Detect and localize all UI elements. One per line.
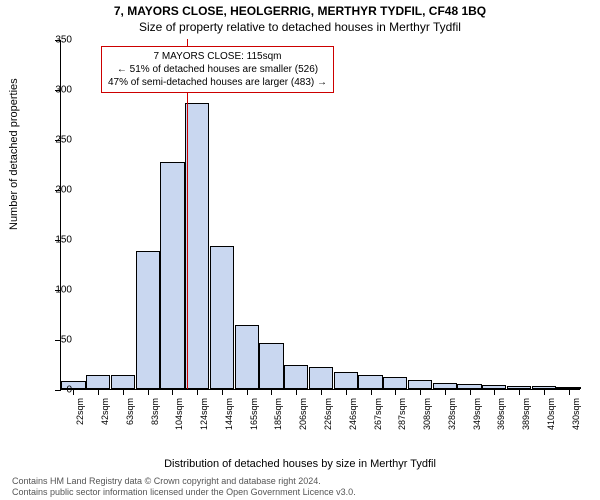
- xtick-label: 328sqm: [447, 398, 457, 438]
- xtick-label: 104sqm: [174, 398, 184, 438]
- xtick-label: 185sqm: [273, 398, 283, 438]
- chart-title-sub: Size of property relative to detached ho…: [0, 20, 600, 34]
- annotation-line: 47% of semi-detached houses are larger (…: [108, 76, 327, 89]
- histogram-bar: [408, 380, 432, 389]
- histogram-bar: [284, 365, 308, 389]
- histogram-bar: [160, 162, 184, 389]
- xtick-label: 410sqm: [546, 398, 556, 438]
- histogram-bar: [358, 375, 382, 389]
- histogram-bar: [136, 251, 160, 389]
- footer-line1: Contains HM Land Registry data © Crown c…: [12, 476, 356, 487]
- ytick-label: 250: [42, 135, 72, 146]
- xtick-label: 63sqm: [125, 398, 135, 438]
- chart-area: 22sqm42sqm63sqm83sqm104sqm124sqm144sqm16…: [60, 40, 580, 420]
- ytick-label: 100: [42, 285, 72, 296]
- footer-attribution: Contains HM Land Registry data © Crown c…: [12, 476, 356, 498]
- xtick-label: 42sqm: [100, 398, 110, 438]
- histogram-bar: [383, 377, 407, 389]
- histogram-bar: [235, 325, 259, 389]
- ytick-label: 50: [42, 335, 72, 346]
- histogram-bar: [111, 375, 135, 389]
- xtick-label: 430sqm: [571, 398, 581, 438]
- xtick-label: 349sqm: [472, 398, 482, 438]
- histogram-bar: [86, 375, 110, 389]
- xtick-label: 206sqm: [298, 398, 308, 438]
- histogram-bar: [185, 103, 209, 389]
- ytick-label: 0: [42, 385, 72, 396]
- xtick-label: 226sqm: [323, 398, 333, 438]
- chart-title-main: 7, MAYORS CLOSE, HEOLGERRIG, MERTHYR TYD…: [0, 4, 600, 18]
- xtick-label: 267sqm: [373, 398, 383, 438]
- histogram-bar: [334, 372, 358, 389]
- xtick-label: 287sqm: [397, 398, 407, 438]
- xtick-label: 144sqm: [224, 398, 234, 438]
- histogram-bar: [259, 343, 283, 389]
- xtick-label: 246sqm: [348, 398, 358, 438]
- annotation-box: 7 MAYORS CLOSE: 115sqm← 51% of detached …: [101, 46, 334, 93]
- annotation-line: 7 MAYORS CLOSE: 115sqm: [108, 50, 327, 63]
- annotation-line: ← 51% of detached houses are smaller (52…: [108, 63, 327, 76]
- plot-region: 22sqm42sqm63sqm83sqm104sqm124sqm144sqm16…: [60, 40, 580, 390]
- xtick-label: 22sqm: [75, 398, 85, 438]
- xtick-label: 83sqm: [150, 398, 160, 438]
- footer-line2: Contains public sector information licen…: [12, 487, 356, 498]
- ytick-label: 350: [42, 35, 72, 46]
- y-axis-label: Number of detached properties: [8, 78, 20, 230]
- xtick-label: 389sqm: [521, 398, 531, 438]
- ytick-label: 300: [42, 85, 72, 96]
- xtick-label: 165sqm: [249, 398, 259, 438]
- x-axis-label: Distribution of detached houses by size …: [0, 458, 600, 470]
- ytick-label: 150: [42, 235, 72, 246]
- xtick-label: 308sqm: [422, 398, 432, 438]
- histogram-bar: [309, 367, 333, 389]
- ytick-label: 200: [42, 185, 72, 196]
- histogram-bar: [210, 246, 234, 389]
- xtick-label: 124sqm: [199, 398, 209, 438]
- xtick-label: 369sqm: [496, 398, 506, 438]
